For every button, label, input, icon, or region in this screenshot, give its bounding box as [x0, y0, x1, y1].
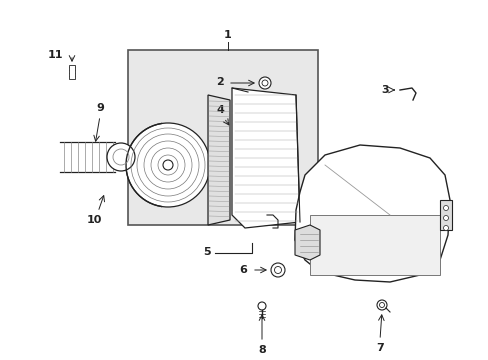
- Text: 2: 2: [216, 77, 224, 87]
- Polygon shape: [294, 145, 449, 282]
- Text: 11: 11: [47, 50, 62, 60]
- Text: 8: 8: [258, 345, 265, 355]
- Circle shape: [443, 216, 447, 220]
- Polygon shape: [294, 225, 319, 260]
- Text: 10: 10: [86, 215, 102, 225]
- Text: 1: 1: [224, 30, 231, 40]
- Bar: [128, 50, 317, 225]
- Circle shape: [107, 143, 135, 171]
- Text: 4: 4: [216, 105, 224, 115]
- Circle shape: [259, 77, 270, 89]
- Text: 6: 6: [239, 265, 246, 275]
- Circle shape: [126, 123, 209, 207]
- Text: 7: 7: [375, 343, 383, 353]
- Circle shape: [443, 225, 447, 230]
- Polygon shape: [231, 88, 299, 228]
- Circle shape: [163, 160, 173, 170]
- Circle shape: [258, 302, 265, 310]
- Text: 5: 5: [203, 247, 210, 257]
- Bar: [439, 200, 451, 230]
- Polygon shape: [309, 215, 439, 275]
- Circle shape: [270, 263, 285, 277]
- Text: 9: 9: [96, 103, 104, 113]
- Polygon shape: [207, 95, 229, 225]
- Circle shape: [443, 206, 447, 211]
- Bar: [69, 65, 75, 79]
- Text: 3: 3: [381, 85, 388, 95]
- Circle shape: [376, 300, 386, 310]
